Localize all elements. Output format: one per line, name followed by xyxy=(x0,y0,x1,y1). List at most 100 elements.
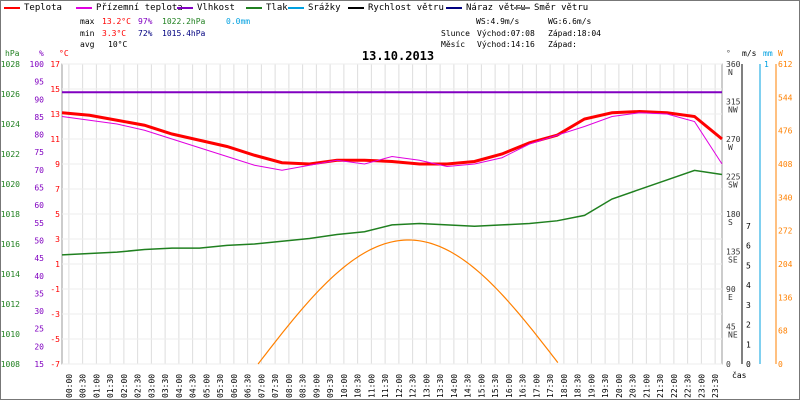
series-line xyxy=(61,169,723,256)
wind-speed-axis-tick: 3 xyxy=(746,301,751,310)
x-tick-label: 05:00 xyxy=(202,374,211,398)
compass-label: W xyxy=(728,143,733,152)
x-tick-label: 17:00 xyxy=(532,374,541,398)
stats-min-temp: 3.3°C xyxy=(102,29,127,38)
wind-dir-axis-tick: 315 xyxy=(726,98,741,107)
temperature-axis-tick: -7 xyxy=(50,360,60,369)
sun-label: Slunce xyxy=(441,29,470,38)
pressure-axis-tick: 1022 xyxy=(1,150,20,159)
solar-axis-tick: 544 xyxy=(778,93,793,102)
pressure-axis-tick: 1008 xyxy=(1,360,20,369)
compass-label: S xyxy=(728,218,733,227)
wind-speed-axis-tick: 2 xyxy=(746,321,751,330)
stats-avg-label: avg xyxy=(80,40,95,49)
humidity-axis-tick: 35 xyxy=(34,289,44,298)
wind-dir-axis-tick: 225 xyxy=(726,173,741,182)
temperature-axis-tick: 5 xyxy=(55,210,60,219)
x-tick-label: 07:00 xyxy=(257,374,266,398)
x-tick-label: 18:30 xyxy=(574,374,583,398)
humidity-axis-tick: 20 xyxy=(34,342,44,351)
solar-axis-tick: 136 xyxy=(778,293,793,302)
wind-speed-axis-tick: 7 xyxy=(746,222,751,231)
temperature-axis-tick: 1 xyxy=(55,260,60,269)
solar-axis-tick: 476 xyxy=(778,127,793,136)
solar-axis-tick: 408 xyxy=(778,160,793,169)
legend-item-rain: Srážky xyxy=(288,3,341,13)
x-tick-label: 21:00 xyxy=(642,374,651,398)
axes: 00:00 00:30 01:00 01:30 02:00 02:30 03:00 03:30… xyxy=(1,60,793,398)
temperature-axis-tick: 7 xyxy=(55,185,60,194)
series-line xyxy=(61,109,723,166)
legend-item-wind-gust: Náraz větru xyxy=(446,3,526,13)
temperature-axis-tick: -5 xyxy=(50,335,60,344)
x-tick-label: 06:00 xyxy=(230,374,239,398)
legend-item-feels-like: Přízemní teplota xyxy=(76,3,183,13)
humidity-axis-tick: 90 xyxy=(34,95,44,104)
temperature-axis-label: °C xyxy=(59,49,69,58)
stats-max-label: max xyxy=(80,17,95,26)
humidity-axis-tick: 75 xyxy=(34,148,44,157)
compass-label: SE xyxy=(728,256,738,265)
legend-item-wind-dir: Směr větru xyxy=(514,3,588,13)
humidity-axis-tick: 95 xyxy=(34,78,44,87)
wind-speed-avg: WS:4.9m/s xyxy=(476,17,520,26)
x-tick-label: 12:30 xyxy=(409,374,418,398)
series-line xyxy=(61,112,723,171)
x-tick-label: 04:30 xyxy=(189,374,198,398)
temperature-axis-tick: -3 xyxy=(50,310,60,319)
solar-axis-label: W xyxy=(778,49,783,58)
humidity-axis-tick: 65 xyxy=(34,184,44,193)
moon-set: Západ: xyxy=(548,40,577,49)
pressure-axis-tick: 1020 xyxy=(1,180,20,189)
legend-item-pressure: Tlak xyxy=(246,3,288,13)
x-tick-label: 01:30 xyxy=(106,374,115,398)
humidity-axis-tick: 50 xyxy=(34,236,44,245)
pressure-axis-tick: 1010 xyxy=(1,330,20,339)
stats-max-temp: 13.2°C xyxy=(102,17,131,26)
wind-speed-axis-tick: 0 xyxy=(746,360,751,369)
x-tick-label: 14:30 xyxy=(464,374,473,398)
x-tick-label: 00:30 xyxy=(79,374,88,398)
temperature-axis-tick: 15 xyxy=(50,85,60,94)
x-tick-label: 09:30 xyxy=(326,374,335,398)
x-tick-label: 14:00 xyxy=(450,374,459,398)
humidity-axis-tick: 15 xyxy=(34,360,44,369)
wind-gust-max: WG:6.6m/s xyxy=(548,17,592,26)
x-tick-label: 12:00 xyxy=(395,374,404,398)
pressure-axis-tick: 1012 xyxy=(1,300,20,309)
x-tick-label: 23:30 xyxy=(711,374,720,398)
grid xyxy=(61,63,723,365)
solar-axis-tick: 204 xyxy=(778,260,793,269)
stats-avg-temp: 10°C xyxy=(108,40,128,49)
sun-set: Západ:18:04 xyxy=(548,29,601,38)
stats-max-press: 1022.2hPa xyxy=(162,17,206,26)
legend-item-wind-speed: Rychlost větru xyxy=(348,3,444,13)
x-tick-label: 03:00 xyxy=(147,374,156,398)
legend-item-humidity: Vlhkost xyxy=(177,3,235,13)
temperature-axis-tick: 11 xyxy=(50,135,60,144)
solar-axis-tick: 272 xyxy=(778,227,793,236)
x-tick-label: 15:30 xyxy=(491,374,500,398)
humidity-axis-tick: 100 xyxy=(30,60,45,69)
x-tick-label: 11:30 xyxy=(381,374,390,398)
x-tick-label: 17:30 xyxy=(546,374,555,398)
x-tick-label: 03:30 xyxy=(161,374,170,398)
solar-area xyxy=(257,239,559,365)
solar-axis-tick: 0 xyxy=(778,360,783,369)
humidity-axis-label: % xyxy=(39,49,44,58)
legend-item-temperature: Teplota xyxy=(4,3,62,13)
stats-min-label: min xyxy=(80,29,95,38)
temperature-axis-tick: 3 xyxy=(55,235,60,244)
x-tick-label: 23:00 xyxy=(697,374,706,398)
moon-rise: Východ:14:16 xyxy=(477,40,535,49)
stats-rain: 0.0mm xyxy=(226,17,251,26)
moon-label: Měsíc xyxy=(441,40,466,49)
solar-max-curve xyxy=(257,239,559,365)
x-tick-label: 21:30 xyxy=(656,374,665,398)
x-tick-label: 22:30 xyxy=(684,374,693,398)
wind-speed-axis-tick: 4 xyxy=(746,281,751,290)
x-tick-label: 13:30 xyxy=(436,374,445,398)
solar-axis-tick: 340 xyxy=(778,193,793,202)
humidity-axis-tick: 40 xyxy=(34,272,44,281)
